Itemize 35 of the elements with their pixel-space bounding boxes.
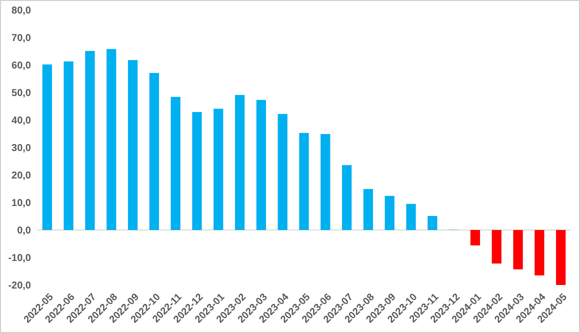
bar xyxy=(470,230,480,246)
y-tick-label: 0,0 xyxy=(17,226,32,236)
bar xyxy=(149,72,159,230)
y-tick-label: 30,0 xyxy=(12,143,32,154)
bar xyxy=(513,230,523,270)
bar xyxy=(428,216,438,230)
y-tick-label: -20,0 xyxy=(8,280,32,292)
bar xyxy=(85,50,95,230)
bar xyxy=(320,134,330,230)
bar xyxy=(106,49,116,230)
y-tick-label: 20,0 xyxy=(12,170,32,182)
bar xyxy=(192,112,202,230)
bar xyxy=(384,196,394,230)
y-tick-label: 60,0 xyxy=(12,60,32,72)
bar xyxy=(556,230,566,285)
bar xyxy=(406,204,416,230)
bar xyxy=(278,114,288,230)
bar xyxy=(214,108,224,230)
bar xyxy=(299,132,309,230)
y-tick-label: 80,0 xyxy=(12,6,32,16)
bar xyxy=(363,189,374,230)
bar xyxy=(64,61,74,230)
bar xyxy=(42,64,52,230)
y-tick-label: 40,0 xyxy=(12,116,32,126)
bar xyxy=(234,94,245,230)
bar xyxy=(128,60,138,230)
bar xyxy=(170,96,180,230)
y-tick-label: 10,0 xyxy=(12,198,32,209)
y-tick-label: 70,0 xyxy=(12,33,32,44)
y-tick-label: 50,0 xyxy=(12,88,32,99)
bar xyxy=(492,230,502,264)
bar xyxy=(256,100,266,230)
bar xyxy=(534,230,544,276)
y-tick-label: -10,0 xyxy=(8,253,32,264)
bar xyxy=(342,165,352,230)
